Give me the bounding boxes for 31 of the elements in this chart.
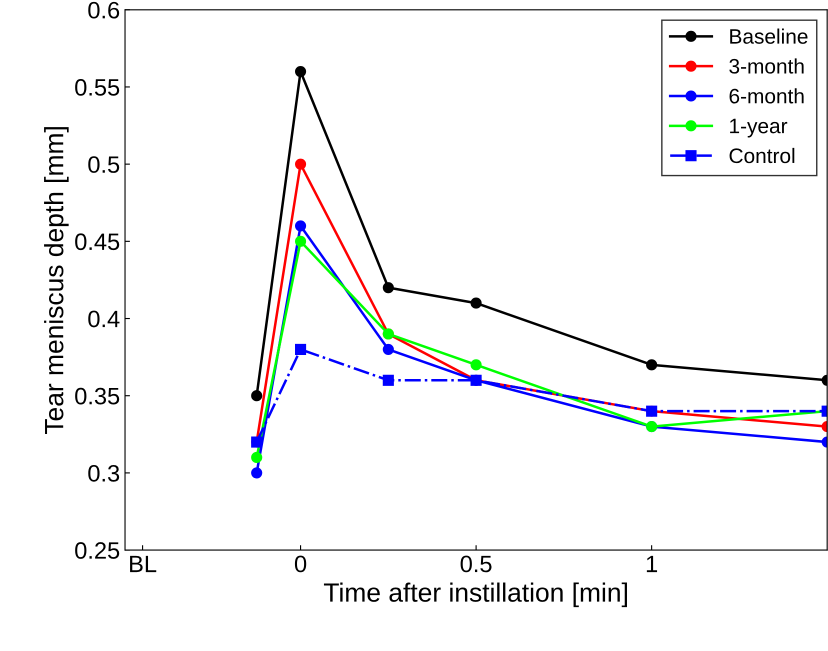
y-tick-label: 0.45 bbox=[75, 233, 120, 250]
point bbox=[382, 344, 394, 355]
y-tick-label: 0.5 bbox=[88, 156, 120, 173]
point bbox=[251, 467, 262, 478]
y-tick-label: 0.6 bbox=[88, 2, 120, 19]
y-tick-label: 0.25 bbox=[75, 542, 120, 559]
legend-label: 6-month bbox=[730, 88, 804, 104]
point bbox=[470, 359, 482, 370]
x-tick-label: 1 bbox=[646, 556, 658, 572]
x-tick-label: 0 bbox=[294, 556, 306, 572]
point bbox=[251, 452, 262, 464]
point bbox=[295, 220, 306, 232]
point bbox=[251, 390, 262, 402]
x-axis-title: Time after instillation [min] bbox=[324, 582, 627, 608]
point bbox=[382, 282, 394, 294]
y-tick-label: 0.3 bbox=[88, 464, 120, 482]
y-tick-label: 0.4 bbox=[88, 310, 120, 328]
x-tick-label: BL bbox=[130, 556, 156, 572]
legend-label: Control bbox=[730, 148, 794, 164]
x-tick-label: 0.5 bbox=[460, 556, 492, 572]
legend-label: Baseline bbox=[730, 28, 808, 44]
point bbox=[382, 374, 394, 386]
point bbox=[295, 236, 306, 247]
point bbox=[295, 344, 306, 355]
legend-label: 3-month bbox=[729, 58, 804, 74]
point bbox=[295, 66, 306, 78]
point bbox=[470, 298, 482, 309]
y-tick-label: 0.55 bbox=[75, 79, 120, 96]
y-axis-title: Tear meniscus depth [mm] bbox=[44, 127, 69, 434]
y-tick-label: 0.35 bbox=[75, 388, 120, 405]
legend-label: 1-year bbox=[730, 118, 788, 138]
